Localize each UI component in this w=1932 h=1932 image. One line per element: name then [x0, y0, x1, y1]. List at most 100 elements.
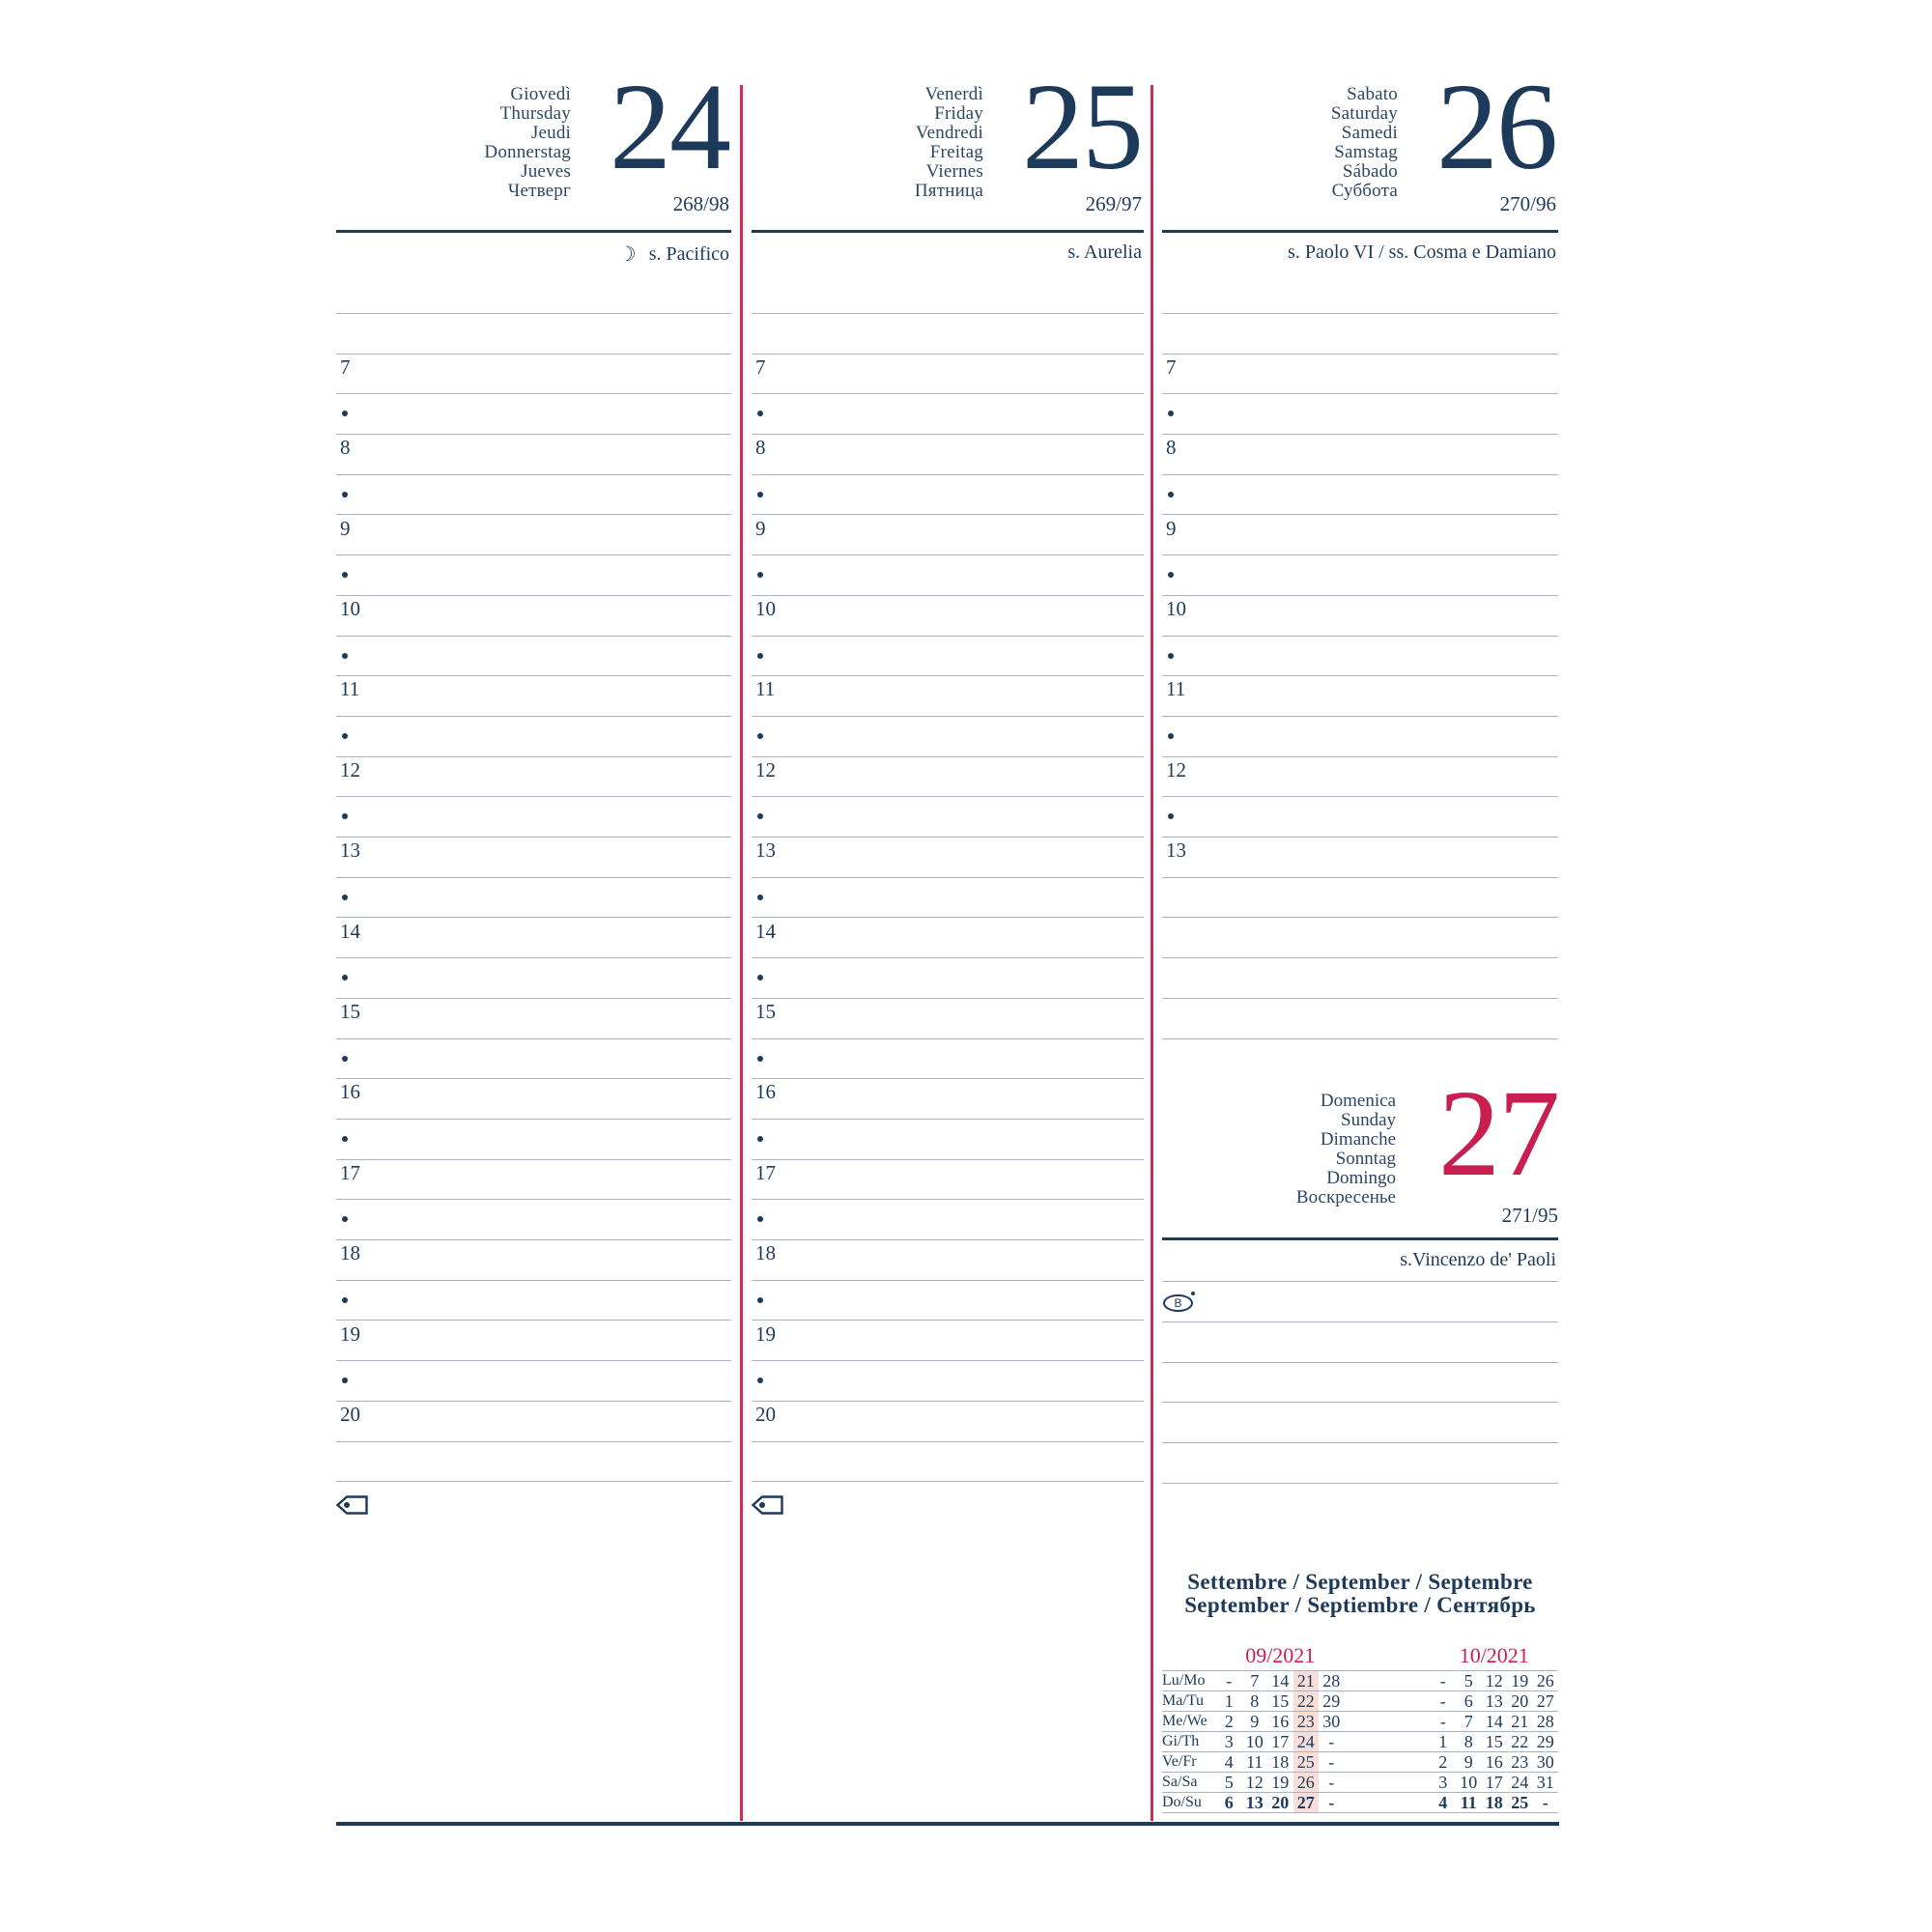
hour-row: 8	[1162, 435, 1558, 475]
mini-calendar-date-cell: -	[1439, 1671, 1446, 1690]
half-hour-dot-icon	[342, 1216, 348, 1223]
hour-label: 11	[340, 677, 360, 701]
hour-label: 17	[340, 1160, 360, 1184]
hour-row: 19	[336, 1321, 731, 1362]
half-hour-dot-icon	[757, 652, 763, 659]
hour-label: 17	[755, 1160, 776, 1184]
mini-calendar-date-cell: 15	[1271, 1691, 1290, 1711]
hour-row: 12	[1162, 757, 1558, 798]
half-hour-row	[752, 1120, 1144, 1160]
month-title-line1: Settembre / September / Septembre	[1187, 1570, 1533, 1594]
day-column-26: Sabato Saturday Samedi Samstag Sábado Суббота…	[1162, 0, 1560, 1932]
mini-calendar-date-cell: 17	[1485, 1773, 1503, 1792]
mini-calendar-day-label: Do/Su	[1162, 1794, 1202, 1810]
hour-row: 12	[752, 757, 1144, 798]
hour-label: 11	[755, 677, 776, 701]
day-of-year: 269/97	[1085, 192, 1142, 215]
hour-label: 18	[340, 1241, 360, 1265]
day-name-line: Donnerstag	[484, 142, 571, 162]
mini-calendar-date-cell: -	[1328, 1773, 1335, 1792]
half-hour-dot-icon	[1168, 491, 1174, 497]
hour-label: 9	[755, 516, 766, 540]
half-hour-dot-icon	[757, 411, 763, 417]
hour-label: 15	[755, 999, 776, 1023]
mini-calendars: 09/2021 10/2021 Lu/Mo -7 14 21 28-5 12 19 26 Ma/Tu…	[1162, 1642, 1558, 1813]
mini-calendar-date-cell: 13	[1485, 1691, 1503, 1711]
sunday-badge-dot	[1191, 1292, 1195, 1295]
hour-row: 16	[336, 1079, 731, 1120]
half-hour-row	[1162, 637, 1558, 677]
hour-label: 12	[340, 757, 360, 781]
sunday-day-name-line: Dimanche	[1320, 1129, 1396, 1150]
day-names: Giovedì Thursday Jeudi Donnerstag Jueves Четв…	[484, 85, 571, 201]
mini-calendar-day-label: Gi/Th	[1162, 1733, 1200, 1749]
hour-row: 10	[752, 596, 1144, 637]
column-divider-line-2	[1151, 85, 1153, 1821]
hour-row: 20	[752, 1402, 1144, 1442]
blank-row	[752, 314, 1144, 355]
hour-row: 7	[752, 355, 1144, 395]
mini-calendar-day-label: Sa/Sa	[1162, 1774, 1198, 1790]
mini-calendar-date-cell: 11	[1460, 1793, 1477, 1812]
saint-row: ☽ s. Pacifico	[336, 233, 731, 314]
hour-label: 10	[340, 596, 360, 620]
moon-phase-icon: ☽	[617, 242, 637, 266]
half-hour-row	[1162, 394, 1558, 436]
mini-calendar-date-cell: 3	[1224, 1732, 1234, 1751]
half-hour-dot-icon	[342, 411, 348, 417]
mini-calendar-date-cell: 20	[1271, 1793, 1290, 1812]
half-hour-row	[752, 1200, 1144, 1241]
hour-row: 14	[752, 919, 1144, 959]
half-hour-dot-icon	[757, 491, 763, 497]
sunday-badge-letter: B	[1174, 1296, 1182, 1310]
half-hour-dot-icon	[1168, 572, 1174, 579]
sunday-saint-row: s.Vincenzo de' Paoli	[1162, 1240, 1558, 1282]
mini-calendar-date-cell: 3	[1438, 1773, 1448, 1792]
day-name-line: Samstag	[1334, 142, 1398, 162]
mini-calendar-date-cell: 2	[1438, 1752, 1448, 1772]
hour-label: 13	[755, 838, 776, 863]
half-hour-row	[336, 1039, 731, 1080]
mini-calendar-date-cell: -	[1328, 1752, 1335, 1772]
header-underline	[1162, 230, 1558, 233]
hour-label: 8	[1166, 436, 1177, 460]
mini-calendar-date-cell: 25	[1511, 1793, 1529, 1812]
half-hour-row	[752, 717, 1144, 757]
half-hour-dot-icon	[342, 491, 348, 497]
hour-row: 13	[1162, 838, 1558, 878]
day-name-line: Sabato	[1347, 84, 1398, 104]
day-of-year: 268/98	[672, 192, 729, 215]
mini-calendar-date-cell: 25	[1293, 1752, 1319, 1772]
mini-calendar-date-cell: 26	[1536, 1671, 1554, 1690]
mini-calendar-date-cell: 8	[1250, 1691, 1260, 1711]
mini-calendar-row: Sa/Sa 5 12 19 26- 3 10 17 24 31	[1162, 1773, 1558, 1793]
half-hour-row	[752, 394, 1144, 436]
sunday-day-of-year: 271/95	[1501, 1204, 1558, 1227]
hour-label: 13	[1166, 838, 1186, 863]
day-name-line: Friday	[934, 103, 983, 124]
half-hour-row	[752, 797, 1144, 838]
half-hour-dot-icon	[757, 1296, 763, 1303]
half-hour-row	[1162, 797, 1558, 838]
half-hour-dot-icon	[342, 1055, 348, 1062]
saint-name: s. Aurelia	[1067, 242, 1142, 263]
mini-calendar-date-cell: 8	[1463, 1732, 1473, 1751]
mini-calendar-date-cell: 12	[1485, 1671, 1503, 1690]
day-names: Sabato Saturday Samedi Samstag Sábado Суббота	[1331, 85, 1398, 201]
half-hour-dot-icon	[342, 975, 348, 981]
half-hour-row	[752, 475, 1144, 516]
mini-calendar-date-cell: 9	[1463, 1752, 1473, 1772]
blank-row	[1162, 1403, 1558, 1444]
half-hour-dot-icon	[342, 733, 348, 739]
mini-calendar-date-cell: 18	[1485, 1793, 1503, 1812]
page-bottom-rule	[336, 1822, 1559, 1826]
half-hour-row	[336, 637, 731, 677]
sunday-day-name-line: Domingo	[1326, 1168, 1396, 1188]
hour-row: 12	[336, 757, 731, 798]
mini-calendar-date-cell: -	[1328, 1732, 1335, 1751]
half-hour-dot-icon	[757, 1136, 763, 1142]
hour-row: 8	[336, 435, 731, 475]
day-name-line: Sábado	[1342, 161, 1398, 182]
half-hour-row	[752, 1361, 1144, 1402]
hour-label: 12	[1166, 757, 1186, 781]
